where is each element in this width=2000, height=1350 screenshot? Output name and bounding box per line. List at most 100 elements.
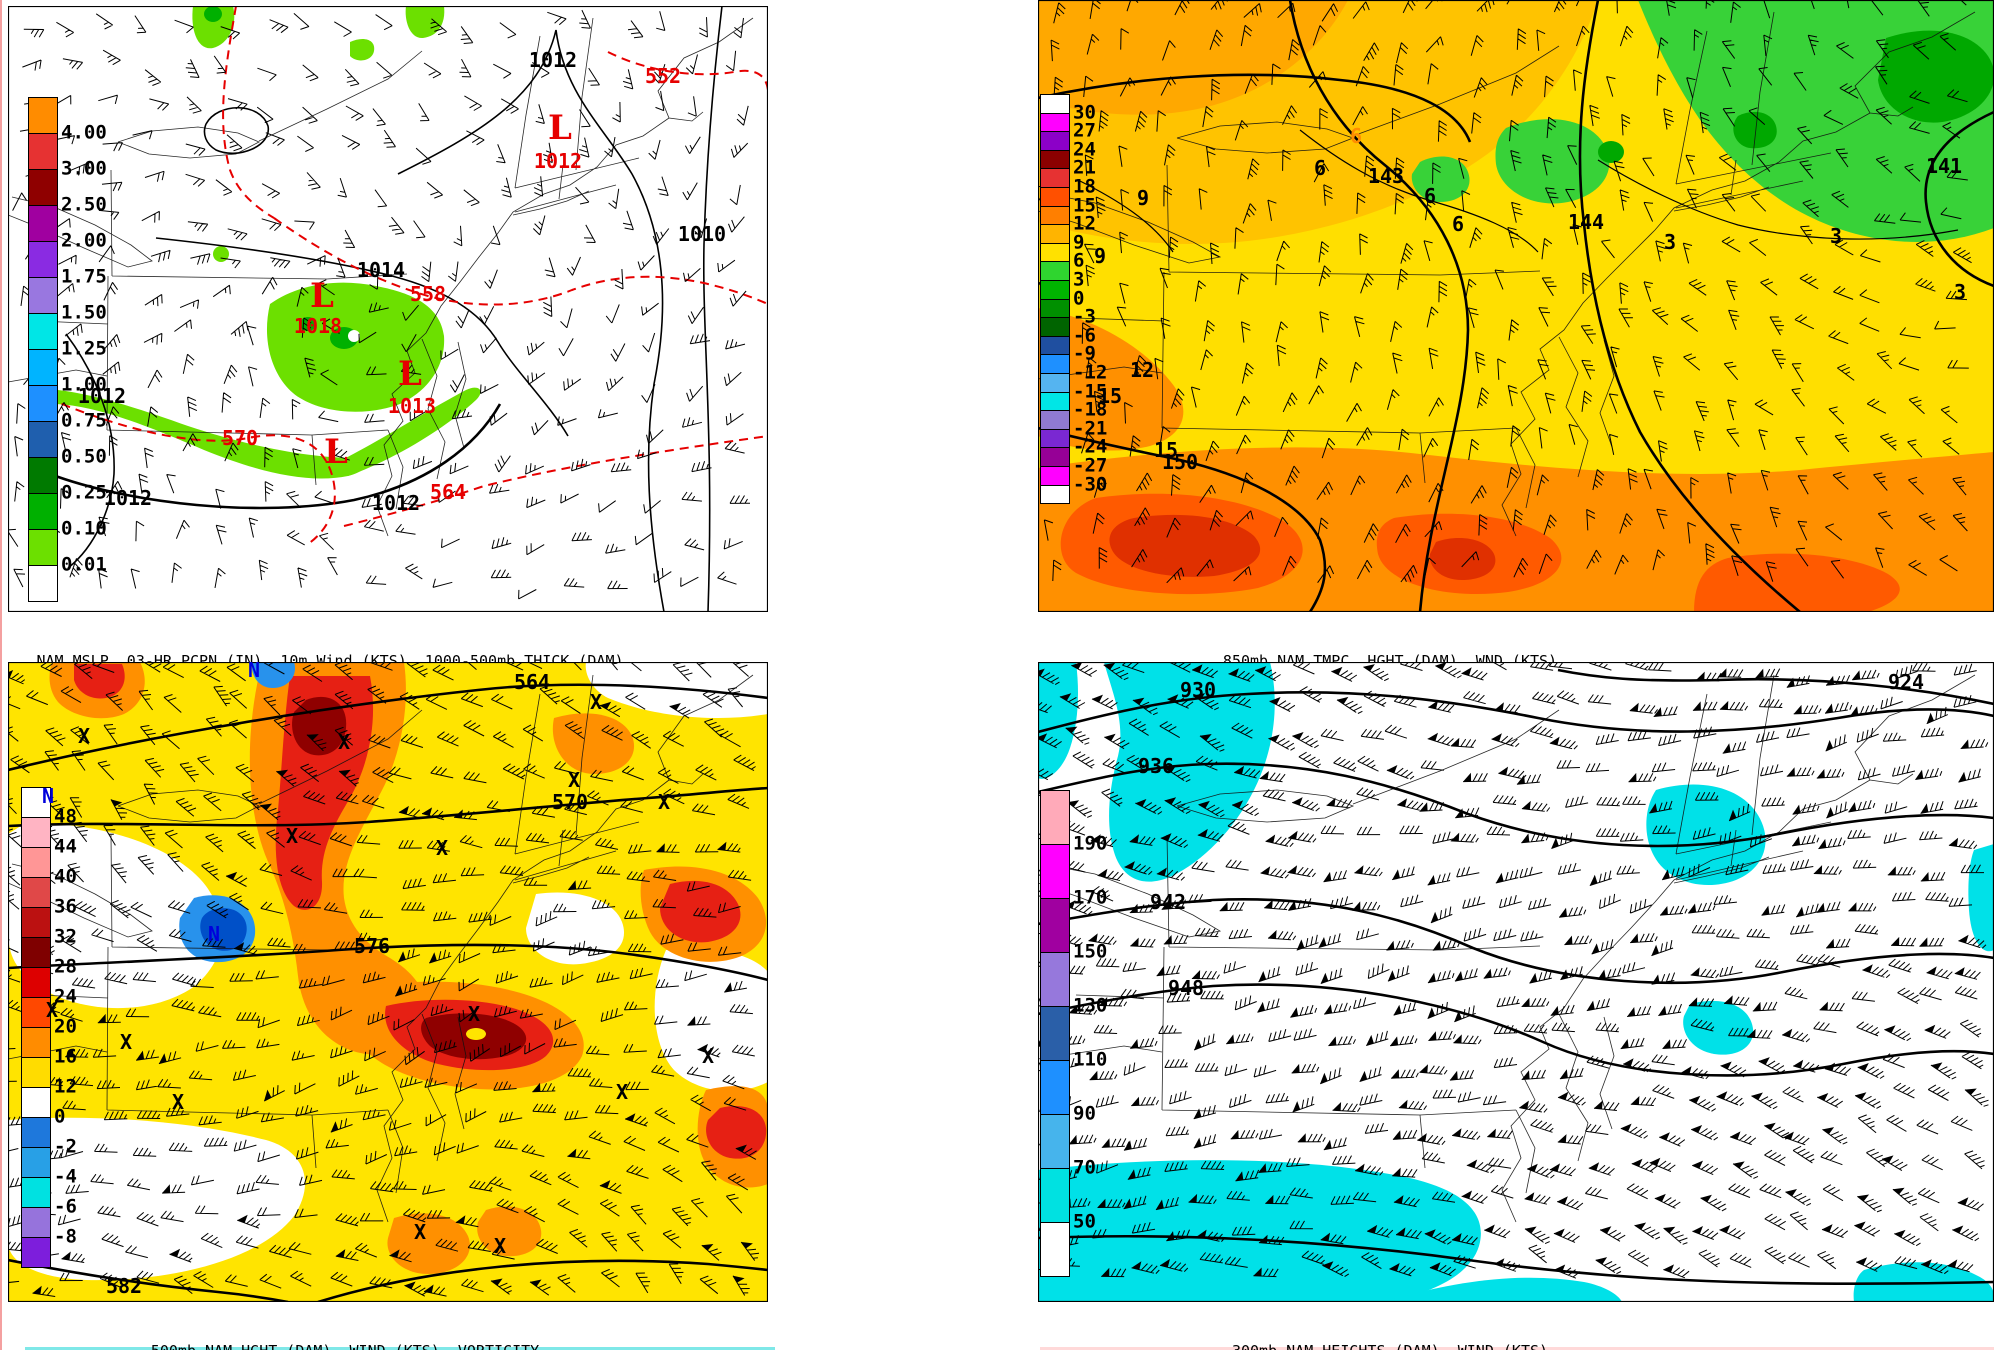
colorbar-cell	[28, 241, 58, 278]
colorbar-cell	[1040, 790, 1070, 845]
contour-line	[702, 6, 723, 612]
map-label-x: X	[171, 1090, 185, 1114]
filled-contour-region	[1968, 844, 1994, 952]
colorbar-cell	[1040, 298, 1070, 319]
filled-contour-region	[654, 948, 768, 1092]
colorbar-cell	[1040, 1006, 1070, 1061]
map-label-570: 570	[221, 426, 259, 450]
map-label-9: 9	[1093, 244, 1107, 268]
colorbar-label: 4.00	[61, 121, 107, 144]
colorbar-cell	[28, 529, 58, 566]
colorbar-cell	[1040, 373, 1070, 393]
filled-contour-region	[706, 1106, 767, 1159]
filled-contour-region	[1038, 662, 1078, 779]
colorbar-label: -30	[1073, 473, 1108, 496]
colorbar-label: 44	[54, 835, 77, 858]
colorbar-label: 190	[1073, 832, 1108, 855]
colorbar-label: 0.10	[61, 517, 107, 540]
filled-contour-region	[1683, 1000, 1754, 1055]
colorbar-cell	[21, 967, 51, 998]
colorbar-cell	[21, 1147, 51, 1178]
colorbar-label: 6	[1073, 249, 1085, 272]
colorbar-label: 0	[1073, 287, 1085, 310]
colorbar-label: -6	[1073, 324, 1096, 347]
contour-line	[1924, 110, 1994, 288]
map-label-6: 6	[1349, 124, 1363, 148]
colorbar-label: 48	[54, 805, 77, 828]
map-label-x: X	[467, 1002, 481, 1026]
map-label-1018: 1018	[293, 314, 343, 338]
colorbar-label: 3	[1073, 268, 1085, 291]
map-label-3: 3	[1663, 230, 1677, 254]
contour-line	[273, 217, 768, 306]
map-label-3: 3	[1953, 280, 1967, 304]
colorbar-cell	[1040, 224, 1070, 244]
map-label-l: L	[310, 276, 334, 316]
colorbar-label: -24	[1073, 435, 1108, 458]
colorbar-cell	[1040, 335, 1070, 356]
colorbar-label: 32	[54, 925, 77, 948]
bottom-right-edge-artifact	[1040, 1347, 1994, 1350]
colorbar-cell	[21, 1087, 51, 1118]
filled-contour-region	[1429, 538, 1496, 580]
map-label-552: 552	[644, 64, 682, 88]
map-label-1012: 1012	[371, 491, 421, 515]
colorbar-label: 0.25	[61, 481, 107, 504]
map-label-150: 150	[1161, 450, 1199, 474]
colorbar-cell	[21, 1117, 51, 1148]
colorbar-label: 24	[1073, 138, 1096, 161]
colorbar-label: 27	[1073, 119, 1096, 142]
colorbar-label: 1.75	[61, 265, 107, 288]
colorbar-label: -15	[1073, 380, 1108, 403]
colorbar-label: 30	[1073, 101, 1096, 124]
colorbar-label: 40	[54, 865, 77, 888]
colorbar-label: 12	[1073, 212, 1096, 235]
colorbar-cell	[28, 457, 58, 494]
contour-line	[1038, 426, 1327, 612]
contour-line	[49, 403, 502, 510]
mslp-precip-map	[8, 6, 768, 612]
colorbar-cell	[28, 313, 58, 350]
geography-outline	[1038, 11, 1976, 537]
map-label-3: 3	[1829, 224, 1843, 248]
filled-contour-region	[1598, 141, 1624, 163]
contour-line	[1077, 179, 1174, 253]
filled-contour-region	[1878, 30, 1994, 123]
map-border	[8, 662, 768, 1302]
colorbar-cell	[1040, 844, 1070, 899]
map-label-6: 6	[1451, 212, 1465, 236]
filled-contour-region	[477, 1206, 542, 1257]
colorbar-label: -4	[54, 1165, 77, 1188]
map-label-x: X	[45, 998, 59, 1022]
colorbar-label: 0.50	[61, 445, 107, 468]
temp-850-map	[1038, 0, 1994, 612]
map-label-x: X	[435, 836, 449, 860]
colorbar-cell	[21, 817, 51, 848]
colorbar-cell	[28, 97, 58, 134]
map-label-l: L	[324, 432, 348, 472]
contour-line	[1557, 668, 1994, 706]
colorbar-cell	[1040, 1222, 1070, 1277]
colorbar-cell	[1040, 131, 1070, 151]
colorbar-cell	[1040, 317, 1070, 337]
colorbar-label: 1.00	[61, 373, 107, 396]
colorbar-label: 12	[54, 1075, 77, 1098]
contour-line	[222, 6, 275, 219]
colorbar-label: 21	[1073, 156, 1096, 179]
filled-contour-region	[74, 664, 125, 699]
colorbar-label: 110	[1073, 1048, 1108, 1071]
map-label-936: 936	[1137, 754, 1175, 778]
colorbar-label: 170	[1073, 886, 1108, 909]
colorbar-label: 28	[54, 955, 77, 978]
filled-contour-region	[8, 1117, 306, 1281]
map-label-n: N	[247, 658, 261, 682]
hght-300-map	[1038, 662, 1994, 1302]
map-label-564: 564	[429, 480, 467, 504]
filled-contour-region	[56, 390, 369, 479]
map-label-x: X	[615, 1080, 629, 1104]
colorbar-label: -6	[54, 1195, 77, 1218]
colorbar-label: -18	[1073, 398, 1108, 421]
map-label-1010: 1010	[677, 222, 727, 246]
contour-line	[8, 786, 768, 828]
map-label-x: X	[589, 690, 603, 714]
